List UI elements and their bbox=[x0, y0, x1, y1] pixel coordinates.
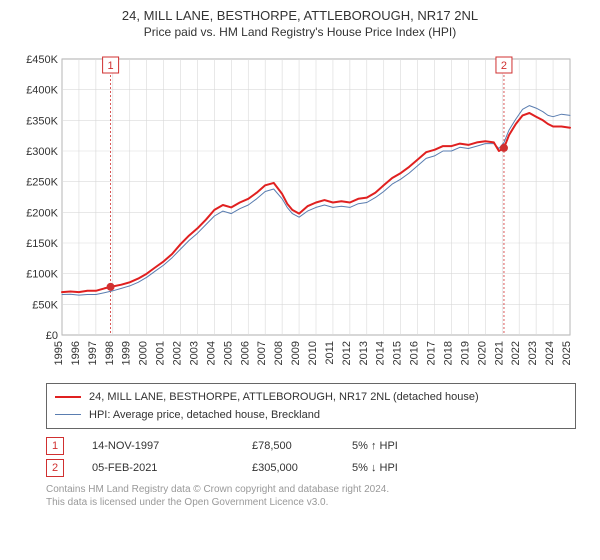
event-price-1: £78,500 bbox=[252, 440, 352, 452]
svg-text:2021: 2021 bbox=[493, 341, 505, 365]
svg-text:£450K: £450K bbox=[26, 54, 58, 66]
chart-title-line1: 24, MILL LANE, BESTHORPE, ATTLEBOROUGH, … bbox=[10, 8, 590, 25]
svg-text:1998: 1998 bbox=[104, 341, 116, 365]
svg-text:1995: 1995 bbox=[53, 341, 65, 365]
svg-text:2002: 2002 bbox=[172, 341, 184, 365]
svg-text:2001: 2001 bbox=[155, 341, 167, 365]
svg-text:2006: 2006 bbox=[239, 341, 251, 365]
footer-line2: This data is licensed under the Open Gov… bbox=[46, 496, 576, 509]
legend-swatch-hpi bbox=[55, 414, 81, 415]
event-row-2: 2 05-FEB-2021 £305,000 5% ↓ HPI bbox=[46, 457, 576, 479]
svg-text:2007: 2007 bbox=[256, 341, 268, 365]
svg-text:2025: 2025 bbox=[561, 341, 573, 365]
svg-text:2004: 2004 bbox=[205, 341, 217, 365]
svg-text:2023: 2023 bbox=[527, 341, 539, 365]
svg-text:2017: 2017 bbox=[426, 341, 438, 365]
svg-text:£0: £0 bbox=[46, 330, 58, 342]
event-pct-1: 5% ↑ HPI bbox=[352, 440, 432, 452]
svg-text:£150K: £150K bbox=[26, 238, 58, 250]
svg-text:2012: 2012 bbox=[341, 341, 353, 365]
svg-text:2019: 2019 bbox=[459, 341, 471, 365]
svg-text:2: 2 bbox=[501, 60, 507, 72]
svg-text:£350K: £350K bbox=[26, 115, 58, 127]
svg-text:2015: 2015 bbox=[392, 341, 404, 365]
svg-text:1: 1 bbox=[108, 60, 114, 72]
svg-text:1999: 1999 bbox=[121, 341, 133, 365]
legend-label-hpi: HPI: Average price, detached house, Brec… bbox=[89, 409, 320, 421]
svg-text:1996: 1996 bbox=[70, 341, 82, 365]
svg-text:£400K: £400K bbox=[26, 85, 58, 97]
footer-attribution: Contains HM Land Registry data © Crown c… bbox=[46, 483, 576, 509]
event-num-2: 2 bbox=[46, 459, 64, 477]
svg-text:£50K: £50K bbox=[32, 299, 58, 311]
events-list: 1 14-NOV-1997 £78,500 5% ↑ HPI 2 05-FEB-… bbox=[46, 435, 576, 479]
svg-text:2008: 2008 bbox=[273, 341, 285, 365]
svg-text:£250K: £250K bbox=[26, 177, 58, 189]
svg-text:2011: 2011 bbox=[324, 341, 336, 365]
legend-label-price: 24, MILL LANE, BESTHORPE, ATTLEBOROUGH, … bbox=[89, 391, 479, 403]
svg-text:£200K: £200K bbox=[26, 207, 58, 219]
svg-text:2020: 2020 bbox=[476, 341, 488, 365]
event-pct-2: 5% ↓ HPI bbox=[352, 462, 432, 474]
svg-text:1997: 1997 bbox=[87, 341, 99, 365]
svg-text:2022: 2022 bbox=[510, 341, 522, 365]
svg-text:2013: 2013 bbox=[358, 341, 370, 365]
event-row-1: 1 14-NOV-1997 £78,500 5% ↑ HPI bbox=[46, 435, 576, 457]
event-num-1: 1 bbox=[46, 437, 64, 455]
svg-text:2018: 2018 bbox=[442, 341, 454, 365]
event-date-1: 14-NOV-1997 bbox=[92, 440, 252, 452]
legend-row-price: 24, MILL LANE, BESTHORPE, ATTLEBOROUGH, … bbox=[55, 388, 567, 406]
price-chart: £0 £50K £100K £150K £200K £250K £300K £350K £400… bbox=[20, 45, 580, 375]
svg-text:2024: 2024 bbox=[544, 341, 556, 365]
chart-title-line2: Price paid vs. HM Land Registry's House … bbox=[10, 25, 590, 39]
legend-box: 24, MILL LANE, BESTHORPE, ATTLEBOROUGH, … bbox=[46, 383, 576, 429]
svg-text:2003: 2003 bbox=[188, 341, 200, 365]
svg-text:2014: 2014 bbox=[375, 341, 387, 365]
svg-text:2000: 2000 bbox=[138, 341, 150, 365]
event-date-2: 05-FEB-2021 bbox=[92, 462, 252, 474]
svg-text:£300K: £300K bbox=[26, 146, 58, 158]
legend-row-hpi: HPI: Average price, detached house, Brec… bbox=[55, 406, 567, 424]
svg-text:2005: 2005 bbox=[222, 341, 234, 365]
svg-text:2010: 2010 bbox=[307, 341, 319, 365]
svg-text:2009: 2009 bbox=[290, 341, 302, 365]
legend-swatch-price bbox=[55, 396, 81, 398]
footer-line1: Contains HM Land Registry data © Crown c… bbox=[46, 483, 576, 496]
svg-text:2016: 2016 bbox=[409, 341, 421, 365]
svg-text:£100K: £100K bbox=[26, 269, 58, 281]
event-price-2: £305,000 bbox=[252, 462, 352, 474]
